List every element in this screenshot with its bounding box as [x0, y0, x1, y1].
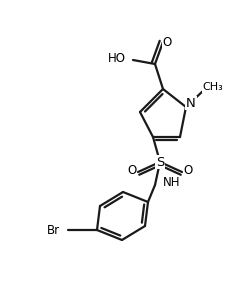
Text: O: O	[162, 36, 171, 49]
Text: HO: HO	[108, 52, 126, 65]
Text: O: O	[127, 164, 136, 177]
Text: Br: Br	[47, 224, 60, 237]
Text: CH₃: CH₃	[202, 82, 222, 92]
Text: NH: NH	[162, 177, 180, 190]
Text: N: N	[186, 96, 195, 109]
Text: S: S	[155, 155, 164, 169]
Text: O: O	[183, 164, 192, 177]
